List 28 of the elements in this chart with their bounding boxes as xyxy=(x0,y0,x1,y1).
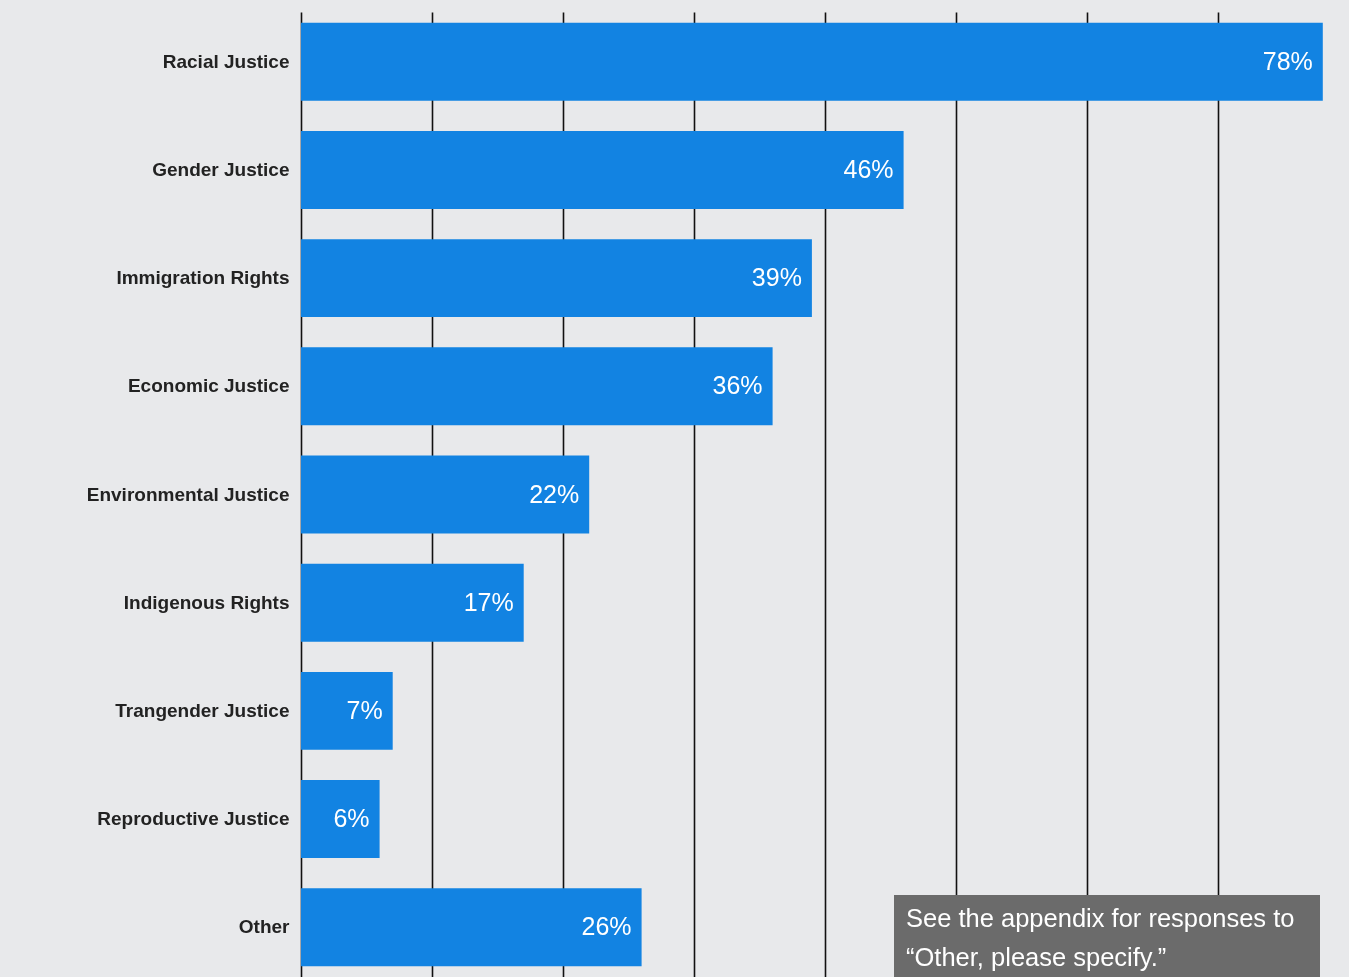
y-tick-label: Other xyxy=(238,916,291,938)
bar xyxy=(301,239,812,318)
data-label: 46% xyxy=(843,154,894,183)
bar xyxy=(301,22,1323,101)
data-label: 6% xyxy=(333,804,370,833)
y-tick-label: Racial Justice xyxy=(162,50,290,72)
data-label: 26% xyxy=(581,912,632,941)
y-tick-label: Trangender Justice xyxy=(115,699,290,721)
data-label: 36% xyxy=(712,371,763,400)
y-tick-label: Environmental Justice xyxy=(86,483,290,505)
data-label: 39% xyxy=(751,263,802,292)
bar xyxy=(301,131,904,209)
bar xyxy=(301,347,773,426)
bar xyxy=(301,780,380,858)
data-label: 7% xyxy=(346,695,383,724)
y-tick-label: Economic Justice xyxy=(127,375,290,397)
bar xyxy=(301,455,590,534)
annotation: See the appendix for responses to “Other, please specify.” xyxy=(894,895,1320,977)
y-tick-label: Immigration Rights xyxy=(116,267,290,289)
data-label: 78% xyxy=(1262,46,1313,75)
data-label: 17% xyxy=(463,587,514,616)
bar xyxy=(301,563,524,642)
bar xyxy=(301,671,393,750)
y-tick-label: Indigenous Rights xyxy=(123,591,290,613)
data-label: 22% xyxy=(529,479,580,508)
y-tick-label: Reproductive Justice xyxy=(97,808,290,830)
y-tick-label: Gender Justice xyxy=(152,158,290,180)
bar xyxy=(301,888,642,967)
